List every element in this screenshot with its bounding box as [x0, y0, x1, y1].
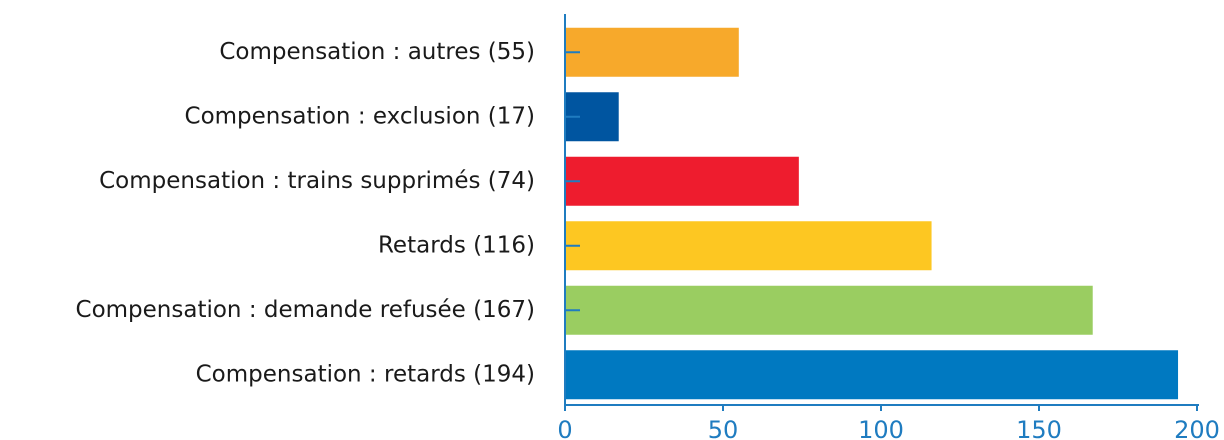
x-tick-label: 0	[557, 416, 572, 440]
bar	[565, 221, 932, 271]
category-label: Compensation : trains supprimés (74)	[99, 168, 535, 194]
bar	[565, 156, 799, 206]
x-tick-label: 150	[1016, 416, 1062, 440]
category-label: Compensation : retards (194)	[196, 361, 535, 387]
x-tick-label: 100	[858, 416, 904, 440]
category-label: Compensation : autres (55)	[219, 39, 535, 65]
x-tick-label: 50	[708, 416, 739, 440]
category-label: Compensation : exclusion (17)	[185, 103, 535, 129]
x-tick-label: 200	[1174, 416, 1220, 440]
bar	[565, 285, 1093, 335]
category-label: Retards (116)	[378, 232, 535, 258]
category-label: Compensation : demande refusée (167)	[76, 297, 535, 323]
bar	[565, 350, 1179, 400]
bar	[565, 27, 739, 77]
